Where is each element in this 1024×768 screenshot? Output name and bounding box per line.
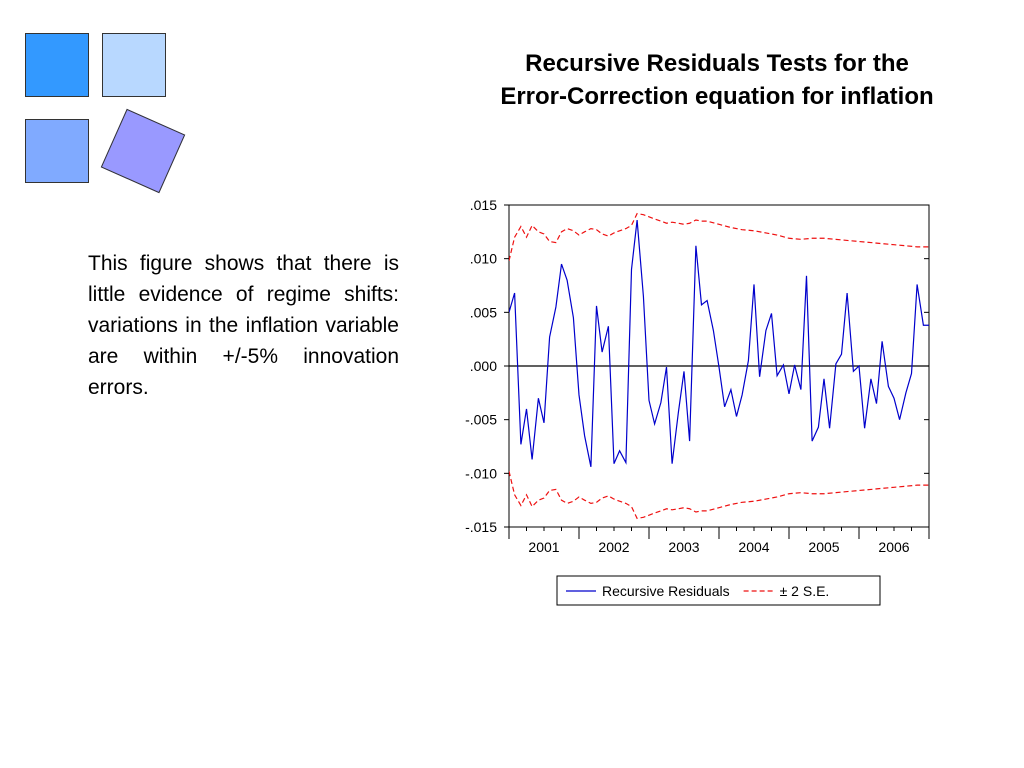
y-tick-label: -.010 — [465, 465, 497, 481]
x-tick-label: 2002 — [598, 539, 629, 555]
legend-box — [556, 575, 881, 606]
legend-label: ± 2 S.E. — [780, 583, 830, 599]
decor-square-blue — [25, 33, 89, 97]
slide-title: Recursive Residuals Tests for the Error-… — [452, 47, 982, 113]
series-line-recursive-residuals — [509, 219, 929, 468]
y-tick-label: .005 — [470, 304, 497, 320]
decor-square-light-blue — [102, 33, 166, 97]
x-tick-label: 2005 — [808, 539, 839, 555]
legend-label: Recursive Residuals — [602, 583, 730, 599]
y-tick-label: .015 — [470, 197, 497, 213]
slide-title-line2: Error-Correction equation for inflation — [500, 83, 934, 110]
x-tick-label: 2001 — [528, 539, 559, 555]
slide-body-text: This figure shows that there is little e… — [88, 252, 399, 399]
y-tick-label: .010 — [470, 251, 497, 267]
series-line-2-s-e-lower — [509, 471, 929, 520]
x-tick-label: 2004 — [738, 539, 769, 555]
x-tick-label: 2006 — [878, 539, 909, 555]
x-tick-label: 2003 — [668, 539, 699, 555]
y-tick-label: .000 — [470, 358, 497, 374]
y-tick-label: -.005 — [465, 412, 497, 428]
y-tick-label: -.015 — [465, 519, 497, 535]
series-line-2-s-e — [509, 212, 929, 261]
decor-square-mid-blue — [25, 119, 89, 183]
slide-title-line1: Recursive Residuals Tests for the — [525, 50, 909, 77]
